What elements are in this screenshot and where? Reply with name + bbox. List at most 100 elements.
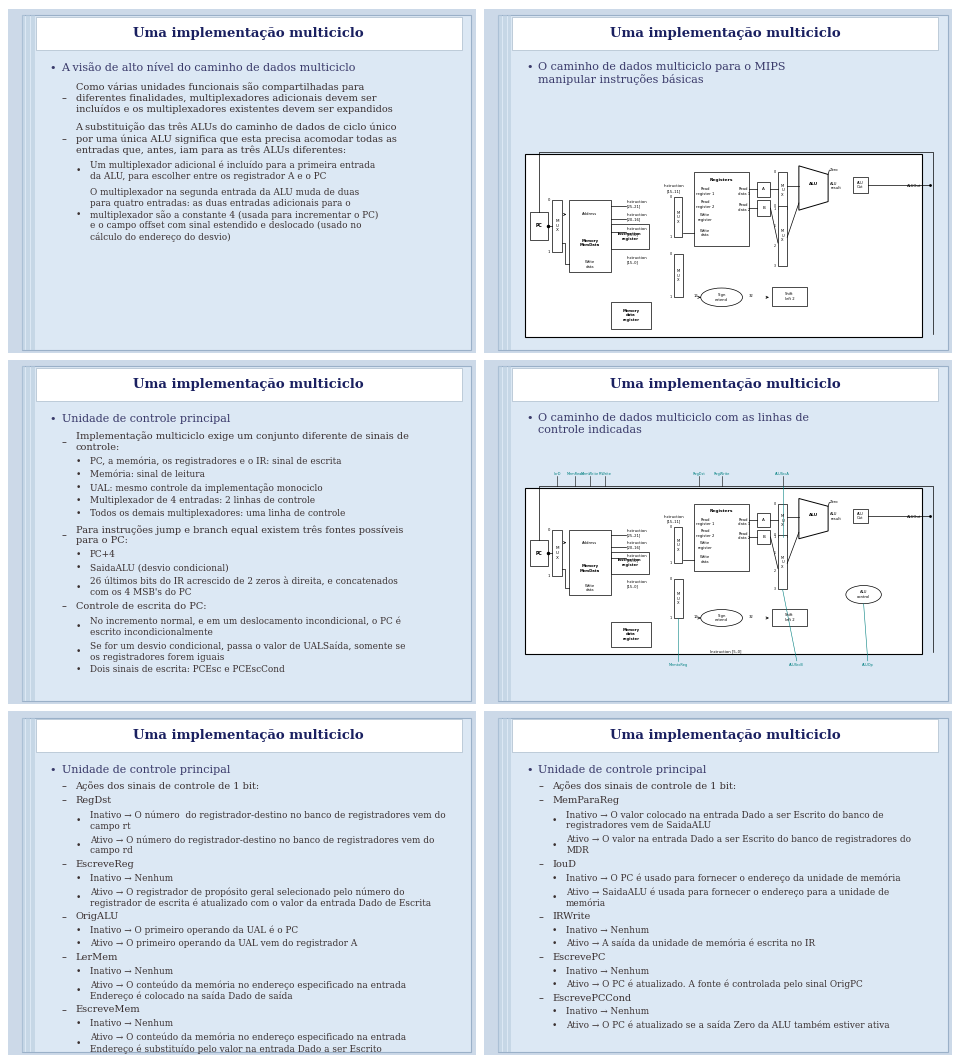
Text: •: • [76, 497, 81, 505]
Text: Ativo → O valor na entrada Dado a ser Escrito do banco de registradores do
MDR: Ativo → O valor na entrada Dado a ser Es… [566, 835, 911, 855]
Text: O caminho de dados multiciclo para o MIPS
manipular instruções básicas: O caminho de dados multiciclo para o MIP… [538, 62, 785, 85]
FancyBboxPatch shape [508, 366, 512, 701]
Text: Dois sinais de escrita: PCEsc e PCEscCond: Dois sinais de escrita: PCEsc e PCEscCon… [89, 665, 284, 675]
Text: •: • [76, 458, 81, 466]
Text: –: – [61, 795, 66, 805]
Text: Um multiplexador adicional é incluído para a primeira entrada
da ALU, para escol: Um multiplexador adicional é incluído pa… [89, 161, 374, 181]
Text: Inativo → Nenhum: Inativo → Nenhum [566, 967, 649, 976]
Text: Ativo → O registrador de propósito geral selecionado pelo número do
registrador : Ativo → O registrador de propósito geral… [89, 887, 431, 908]
Text: Ativo → SaidaALU é usada para fornecer o endereço para a unidade de
memória: Ativo → SaidaALU é usada para fornecer o… [566, 887, 889, 908]
FancyBboxPatch shape [513, 17, 938, 50]
Text: LerMem: LerMem [76, 953, 118, 962]
FancyBboxPatch shape [498, 366, 948, 701]
Text: MemParaReg: MemParaReg [552, 796, 619, 804]
Text: No incremento normal, e em um deslocamento incondicional, o PC é
escrito incondi: No incremento normal, e em um deslocamen… [89, 617, 400, 636]
Text: •: • [76, 470, 81, 479]
Text: •: • [50, 414, 57, 423]
Text: –: – [538, 781, 543, 791]
Text: –: – [538, 912, 543, 921]
Text: •: • [76, 211, 81, 219]
Text: Inativo → Nenhum: Inativo → Nenhum [89, 1019, 173, 1028]
Text: •: • [76, 1019, 81, 1028]
Text: •: • [552, 816, 558, 825]
FancyBboxPatch shape [31, 15, 35, 350]
FancyBboxPatch shape [22, 366, 471, 701]
FancyBboxPatch shape [36, 368, 462, 401]
FancyBboxPatch shape [8, 360, 476, 704]
Text: –: – [61, 437, 66, 447]
Text: •: • [76, 874, 81, 883]
Text: •: • [552, 1020, 558, 1030]
Text: Inativo → O valor colocado na entrada Dado a ser Escrito do banco de
registrador: Inativo → O valor colocado na entrada Da… [566, 811, 884, 830]
FancyBboxPatch shape [8, 711, 476, 1055]
Text: Inativo → Nenhum: Inativo → Nenhum [566, 1008, 649, 1016]
Text: Inativo → O primeiro operando da UAL é o PC: Inativo → O primeiro operando da UAL é o… [89, 926, 298, 935]
Text: IouD: IouD [552, 860, 576, 869]
Text: 26 últimos bits do IR acrescido de 2 zeros à direita, e concatenados
com os 4 MS: 26 últimos bits do IR acrescido de 2 zer… [89, 578, 397, 597]
Text: •: • [552, 1008, 558, 1016]
Text: –: – [61, 952, 66, 963]
Text: Inativo → Nenhum: Inativo → Nenhum [89, 967, 173, 976]
Text: Unidade de controle principal: Unidade de controle principal [61, 414, 229, 423]
Text: Inativo → O PC é usado para fornecer o endereço da unidade de memória: Inativo → O PC é usado para fornecer o e… [566, 874, 900, 883]
Text: •: • [76, 483, 81, 493]
Text: •: • [552, 893, 558, 902]
Text: •: • [76, 166, 81, 176]
FancyBboxPatch shape [513, 368, 938, 401]
FancyBboxPatch shape [22, 717, 26, 1052]
FancyBboxPatch shape [8, 9, 476, 353]
Text: EscrevePCCond: EscrevePCCond [552, 994, 632, 1002]
Text: Ativo → O conteúdo da memória no endereço especificado na entrada
Endereço é col: Ativo → O conteúdo da memória no endereç… [89, 980, 406, 1001]
Text: •: • [552, 967, 558, 976]
FancyBboxPatch shape [36, 719, 462, 752]
FancyBboxPatch shape [498, 366, 502, 701]
Text: •: • [76, 841, 81, 850]
FancyBboxPatch shape [508, 15, 512, 350]
Text: –: – [538, 993, 543, 1003]
FancyBboxPatch shape [513, 719, 938, 752]
Text: –: – [61, 1004, 66, 1015]
Text: Inativo → O número  do registrador-destino no banco de registradores vem do
camp: Inativo → O número do registrador-destin… [89, 811, 445, 831]
Text: Uma implementação multiciclo: Uma implementação multiciclo [133, 729, 364, 742]
Text: Ativo → O PC é atualizado se a saída Zero da ALU também estiver ativa: Ativo → O PC é atualizado se a saída Zer… [566, 1020, 890, 1030]
Text: RegDst: RegDst [76, 796, 111, 804]
FancyBboxPatch shape [484, 9, 952, 353]
FancyBboxPatch shape [508, 717, 512, 1052]
Text: Ativo → O conteúdo da memória no endereço especificado na entrada
Endereço é sub: Ativo → O conteúdo da memória no endereç… [89, 1033, 406, 1053]
Text: •: • [50, 63, 57, 72]
Text: •: • [76, 622, 81, 631]
Text: –: – [538, 952, 543, 963]
Text: •: • [76, 583, 81, 592]
FancyBboxPatch shape [498, 15, 948, 350]
Text: Uma implementação multiciclo: Uma implementação multiciclo [610, 27, 841, 39]
Text: EscreveMem: EscreveMem [76, 1005, 140, 1014]
Text: –: – [61, 134, 66, 144]
Text: –: – [538, 860, 543, 869]
Text: Para instruções jump e branch equal existem três fontes possíveis
para o PC:: Para instruções jump e branch equal exis… [76, 525, 403, 546]
Text: EscrevePC: EscrevePC [552, 953, 606, 962]
Text: Unidade de controle principal: Unidade de controle principal [61, 765, 229, 775]
Text: OrigALU: OrigALU [76, 912, 119, 921]
Text: Se for um desvio condicional, passa o valor de UALSaída, somente se
os registrad: Se for um desvio condicional, passa o va… [89, 642, 405, 662]
Text: •: • [526, 413, 533, 423]
Text: Ativo → O primeiro operando da UAL vem do registrador A: Ativo → O primeiro operando da UAL vem d… [89, 940, 357, 948]
FancyBboxPatch shape [22, 717, 471, 1052]
Text: –: – [61, 912, 66, 921]
FancyBboxPatch shape [498, 717, 502, 1052]
FancyBboxPatch shape [36, 17, 462, 50]
Text: Uma implementação multiciclo: Uma implementação multiciclo [133, 27, 364, 39]
Text: A substituição das três ALUs do caminho de dados de ciclo único
por uma única AL: A substituição das três ALUs do caminho … [76, 122, 397, 155]
FancyBboxPatch shape [22, 366, 26, 701]
Text: •: • [76, 665, 81, 675]
Text: •: • [76, 1038, 81, 1048]
Text: O caminho de dados multiciclo com as linhas de
controle indicadas: O caminho de dados multiciclo com as lin… [538, 413, 809, 435]
Text: •: • [76, 967, 81, 976]
Text: EscreveReg: EscreveReg [76, 860, 134, 869]
Text: •: • [552, 841, 558, 850]
Text: SaidaALU (desvio condicional): SaidaALU (desvio condicional) [89, 563, 228, 572]
FancyBboxPatch shape [503, 366, 507, 701]
Text: •: • [76, 550, 81, 560]
Text: Controle de escrita do PC:: Controle de escrita do PC: [76, 602, 206, 611]
Text: Ativo → A saída da unidade de memória é escrita no IR: Ativo → A saída da unidade de memória é … [566, 940, 815, 948]
Text: O multiplexador na segunda entrada da ALU muda de duas
para quatro entradas: as : O multiplexador na segunda entrada da AL… [89, 188, 378, 242]
